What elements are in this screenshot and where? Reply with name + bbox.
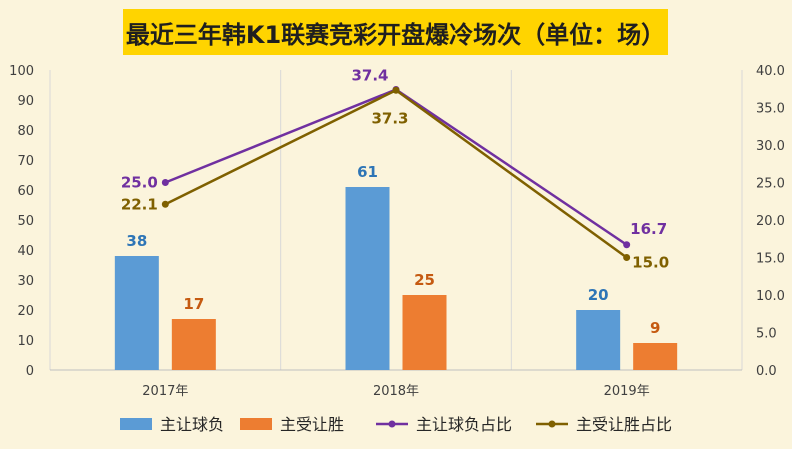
y-left-tick-label: 20 [17, 304, 34, 319]
legend-swatch [120, 418, 152, 430]
bar [633, 343, 678, 370]
line-point [623, 254, 631, 261]
y-left-tick-label: 0 [26, 364, 34, 379]
y-right-tick-label: 25.0 [756, 177, 785, 192]
y-right-tick-label: 10.0 [756, 289, 785, 304]
y-left-tick-label: 70 [17, 154, 34, 169]
y-right-tick-label: 5.0 [756, 327, 777, 342]
y-left-tick-label: 80 [17, 124, 34, 139]
y-left-tick-label: 50 [17, 214, 34, 229]
line-data-label: 37.3 [371, 109, 408, 127]
x-tick-label: 2018年 [373, 384, 419, 399]
line-data-label: 16.7 [630, 220, 667, 238]
bar-data-label: 17 [183, 295, 204, 313]
bar-data-label: 61 [357, 163, 378, 181]
x-tick-label: 2019年 [604, 384, 650, 399]
y-left-tick-label: 30 [17, 274, 34, 289]
line-data-label: 37.4 [351, 67, 388, 85]
bar [171, 319, 216, 370]
bar [402, 295, 447, 370]
y-right-tick-label: 0.0 [756, 364, 777, 379]
line-point [623, 241, 631, 249]
bar [576, 310, 621, 370]
x-tick-label: 2017年 [142, 384, 188, 399]
legend-label: 主受让胜占比 [576, 415, 672, 434]
bar [345, 187, 390, 370]
y-right-tick-label: 15.0 [756, 252, 785, 267]
legend-label: 主让球负 [160, 415, 224, 434]
line-data-label: 25.0 [121, 174, 158, 192]
line-point [161, 179, 169, 186]
legend-swatch [240, 418, 272, 430]
y-left-tick-label: 40 [17, 244, 34, 259]
y-left-tick-label: 90 [17, 94, 34, 109]
line-data-label: 22.1 [121, 195, 158, 213]
bar-data-label: 9 [650, 319, 660, 337]
chart-title-box: 最近三年韩K1联赛竞彩开盘爆冷场次（单位：场） [123, 9, 668, 55]
bar [114, 256, 159, 370]
bar-data-label: 20 [588, 286, 609, 304]
bar-data-label: 25 [414, 271, 435, 289]
legend-label: 主受让胜 [280, 415, 344, 434]
line-point [161, 200, 169, 208]
legend-marker [388, 420, 396, 428]
chart-title: 最近三年韩K1联赛竞彩开盘爆冷场次（单位：场） [125, 20, 666, 49]
y-right-tick-label: 35.0 [756, 102, 785, 117]
line-point [392, 86, 400, 94]
y-left-tick-label: 100 [9, 64, 34, 79]
bar-data-label: 38 [126, 232, 147, 250]
y-right-tick-label: 20.0 [756, 214, 785, 229]
y-right-tick-label: 30.0 [756, 139, 785, 154]
legend-marker [548, 420, 556, 428]
y-left-tick-label: 60 [17, 184, 34, 199]
y-left-tick-label: 10 [17, 334, 34, 349]
line-data-label: 15.0 [632, 254, 669, 272]
y-right-tick-label: 40.0 [756, 64, 785, 79]
legend-label: 主让球负占比 [416, 415, 512, 434]
